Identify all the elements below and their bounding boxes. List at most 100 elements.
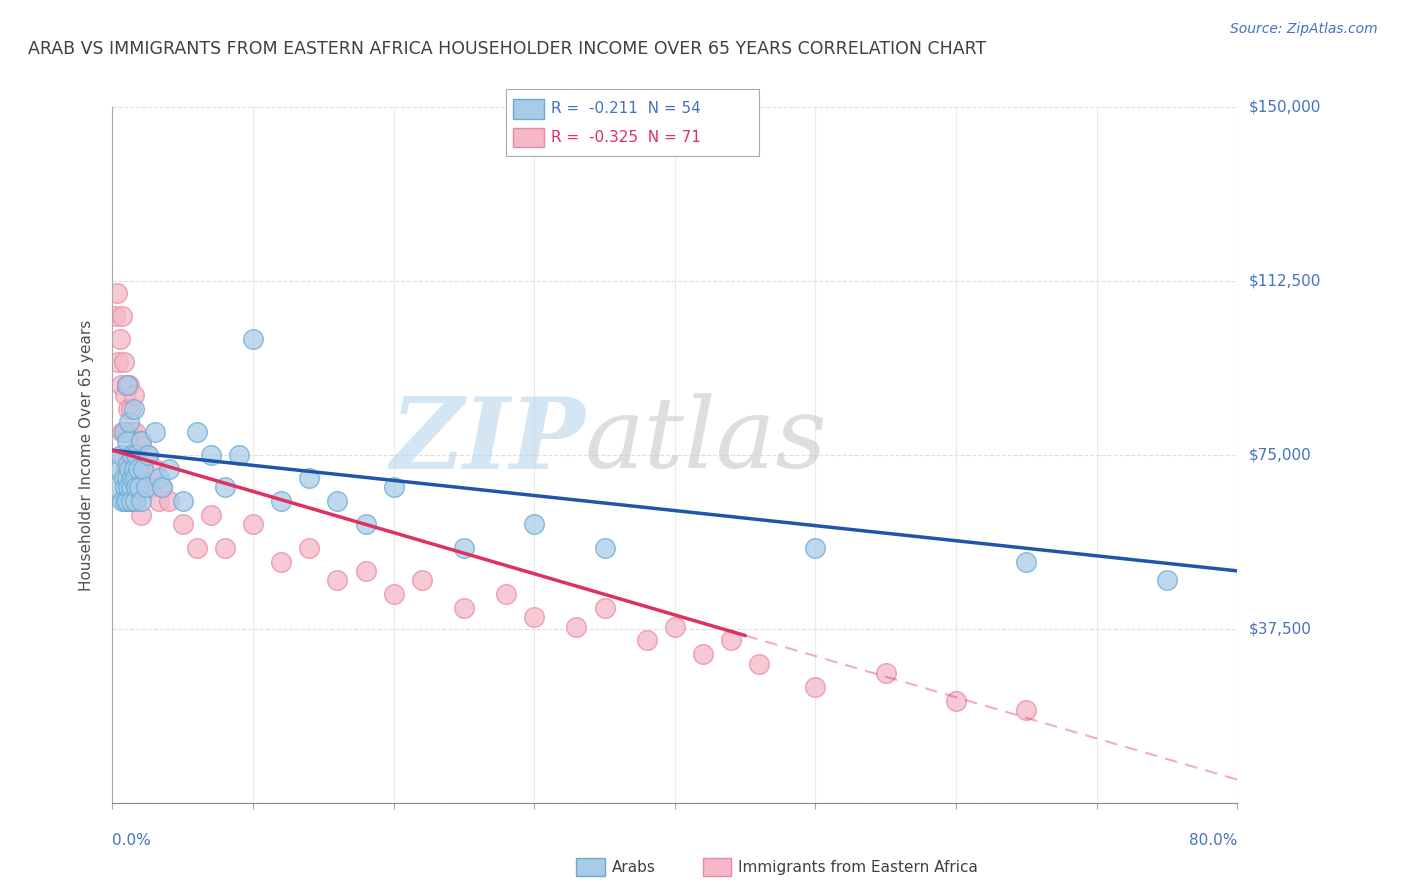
Point [122, 462, 145, 476]
Point [121, 462, 143, 476]
Point [150, 480, 173, 494]
Point [129, 434, 152, 448]
Point [157, 494, 180, 508]
Point [115, 378, 138, 392]
Point [110, 378, 132, 392]
Point [124, 425, 146, 439]
Point [593, 601, 616, 615]
Point [593, 541, 616, 555]
Point [565, 619, 588, 633]
Point [128, 480, 150, 494]
Point [122, 448, 145, 462]
Point [105, 285, 128, 300]
Point [664, 619, 686, 633]
Point [270, 494, 292, 508]
Point [115, 471, 138, 485]
Text: $37,500: $37,500 [1249, 622, 1312, 636]
Point [110, 448, 132, 462]
Point [114, 462, 136, 476]
Point [121, 448, 143, 462]
Point [117, 480, 139, 494]
Point [114, 425, 136, 439]
Point [129, 494, 152, 508]
Text: ARAB VS IMMIGRANTS FROM EASTERN AFRICA HOUSEHOLDER INCOME OVER 65 YEARS CORRELAT: ARAB VS IMMIGRANTS FROM EASTERN AFRICA H… [28, 40, 987, 58]
Point [122, 387, 145, 401]
Point [129, 508, 152, 523]
Point [132, 462, 155, 476]
Point [112, 355, 135, 369]
Point [945, 694, 967, 708]
Point [107, 355, 129, 369]
Point [115, 462, 138, 476]
Point [120, 494, 142, 508]
Point [148, 471, 170, 485]
Point [150, 480, 173, 494]
Point [172, 494, 194, 508]
Point [1156, 573, 1178, 587]
Point [354, 517, 377, 532]
Point [298, 541, 321, 555]
Point [117, 401, 139, 416]
Point [115, 425, 138, 439]
Point [523, 610, 546, 624]
Point [354, 564, 377, 578]
Point [127, 480, 149, 494]
Text: R =  -0.325  N = 71: R = -0.325 N = 71 [551, 130, 702, 145]
Point [495, 587, 517, 601]
Point [200, 508, 222, 523]
Text: Source: ZipAtlas.com: Source: ZipAtlas.com [1230, 22, 1378, 37]
Point [186, 425, 208, 439]
Point [125, 448, 148, 462]
Point [115, 494, 138, 508]
Point [135, 480, 157, 494]
Point [121, 471, 143, 485]
Point [120, 448, 142, 462]
Point [270, 555, 292, 569]
Point [112, 425, 135, 439]
Point [118, 462, 141, 476]
Point [636, 633, 658, 648]
Point [148, 494, 170, 508]
Point [143, 462, 166, 476]
Point [111, 425, 134, 439]
Point [127, 462, 149, 476]
Point [114, 480, 136, 494]
Point [118, 425, 141, 439]
Point [115, 494, 138, 508]
Point [120, 480, 142, 494]
Point [382, 587, 405, 601]
Text: $75,000: $75,000 [1249, 448, 1312, 462]
Point [804, 541, 827, 555]
Point [112, 471, 135, 485]
Point [111, 309, 134, 323]
Text: R =  -0.211  N = 54: R = -0.211 N = 54 [551, 102, 702, 116]
Point [111, 494, 134, 508]
Point [326, 494, 349, 508]
Point [114, 387, 136, 401]
Point [242, 332, 264, 346]
Point [114, 494, 136, 508]
Text: 80.0%: 80.0% [1189, 833, 1237, 848]
Point [298, 471, 321, 485]
Point [108, 332, 131, 346]
Text: Immigrants from Eastern Africa: Immigrants from Eastern Africa [738, 860, 979, 874]
Point [172, 517, 194, 532]
Point [143, 425, 166, 439]
Point [132, 462, 155, 476]
Point [129, 471, 152, 485]
Point [120, 494, 142, 508]
Point [124, 471, 146, 485]
Point [108, 462, 131, 476]
Point [411, 573, 433, 587]
Point [104, 309, 127, 323]
Point [214, 541, 236, 555]
Point [1015, 703, 1038, 717]
Point [326, 573, 349, 587]
Point [118, 471, 141, 485]
Text: atlas: atlas [585, 393, 828, 489]
Point [214, 480, 236, 494]
Text: $112,500: $112,500 [1249, 274, 1320, 288]
Point [157, 462, 180, 476]
Text: ZIP: ZIP [389, 392, 585, 489]
Point [118, 416, 141, 430]
